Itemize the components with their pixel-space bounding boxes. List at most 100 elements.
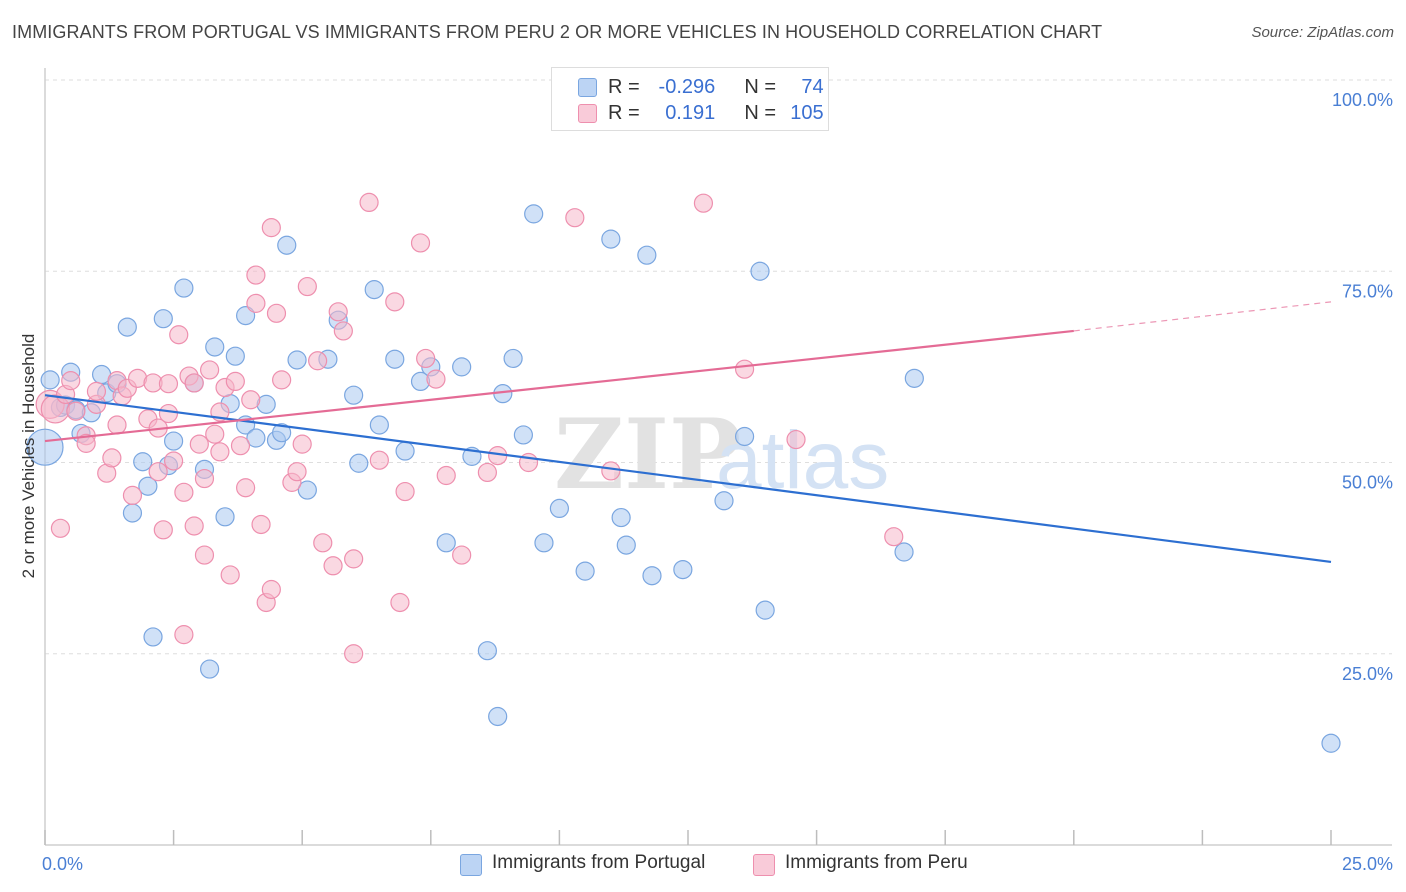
portugal-point <box>436 533 456 553</box>
peru-point <box>313 533 333 553</box>
portugal-point <box>642 566 662 586</box>
portugal-point <box>616 535 636 555</box>
peru-point <box>194 545 215 565</box>
peru-point <box>184 373 204 393</box>
legend-r-label: R = <box>608 76 640 98</box>
portugal-point <box>611 507 631 528</box>
peru-point <box>272 370 292 390</box>
portugal-point <box>200 659 220 679</box>
portugal-point <box>637 245 657 265</box>
portugal-point <box>534 533 554 553</box>
y-tick-label: 25.0% <box>1342 664 1393 684</box>
legend-n-value: 74 <box>801 76 824 98</box>
legend-n-label: N = <box>744 102 777 124</box>
x-tick-label: 25.0% <box>1342 854 1393 874</box>
portugal-point <box>734 426 755 447</box>
peru-point <box>158 403 179 424</box>
portugal-point <box>549 498 570 518</box>
peru-point <box>230 436 251 456</box>
watermark: ZIP atlas <box>554 398 889 511</box>
peru-point <box>734 359 755 379</box>
y-tick-label: 100.0% <box>1332 90 1393 110</box>
y-axis-label: 2 or more Vehicles in Household <box>19 334 38 579</box>
peru-point <box>174 482 194 502</box>
peru-point <box>236 478 256 498</box>
peru-point <box>169 325 189 345</box>
peru-point <box>410 233 431 253</box>
peru-point <box>390 592 410 613</box>
peru-point <box>395 481 415 502</box>
peru-point <box>189 434 209 454</box>
peru-point <box>246 265 266 285</box>
peru-point <box>261 579 281 600</box>
peru-swatch <box>578 104 597 123</box>
legend-label-peru: Immigrants from Peru <box>785 852 968 873</box>
portugal-point <box>205 337 225 357</box>
peru-point <box>292 434 312 454</box>
portugal-point <box>349 453 369 473</box>
peru-point <box>344 549 364 569</box>
chart-title: IMMIGRANTS FROM PORTUGAL VS IMMIGRANTS F… <box>12 22 1103 42</box>
peru-trend-extension <box>1073 301 1332 332</box>
portugal-point <box>395 441 415 461</box>
peru-point <box>61 371 81 391</box>
portugal-point <box>477 641 497 661</box>
peru-point <box>251 514 271 535</box>
portugal-point <box>297 480 317 500</box>
peru-trend-line <box>44 329 1074 443</box>
peru-point <box>220 565 240 585</box>
portugal-swatch <box>578 78 597 97</box>
portugal-point <box>452 357 472 377</box>
peru-point <box>297 276 317 297</box>
portugal-point <box>601 229 621 249</box>
portugal-point <box>714 491 734 511</box>
peru-legend-swatch <box>753 854 775 876</box>
portugal-point <box>344 385 364 405</box>
portugal-point <box>153 309 173 329</box>
portugal-point <box>117 317 137 337</box>
portugal-point <box>164 431 184 451</box>
portugal-point <box>1321 733 1341 753</box>
legend-label-portugal: Immigrants from Portugal <box>492 852 706 873</box>
portugal-point <box>236 306 256 326</box>
peru-point <box>261 218 281 238</box>
portugal-point <box>272 423 292 443</box>
legend-r-label: R = <box>608 102 640 124</box>
legend-r-value: 0.191 <box>665 102 716 124</box>
peru-point <box>148 462 168 482</box>
axis-labels: 100.0% 75.0% 50.0% 25.0% 0.0% 25.0% 2 or more … <box>19 90 1393 874</box>
peru-point <box>210 442 230 462</box>
peru-point <box>153 520 173 540</box>
portugal-point <box>143 627 163 647</box>
peru-point <box>565 208 585 228</box>
portugal-point <box>138 476 158 496</box>
peru-point <box>225 371 245 392</box>
portugal-point <box>385 349 405 369</box>
peru-point <box>86 381 107 401</box>
peru-point <box>164 451 184 471</box>
trend-lines <box>44 301 1332 564</box>
peru-point <box>287 462 307 482</box>
portugal-point <box>673 559 693 580</box>
portugal-legend-swatch <box>460 854 482 876</box>
portugal-point <box>513 425 533 445</box>
portugal-point <box>524 204 544 224</box>
portugal-point <box>488 706 508 727</box>
portugal-point <box>277 235 297 255</box>
portugal-point <box>174 278 194 298</box>
portugal-point <box>369 415 389 435</box>
portugal-point <box>122 503 143 523</box>
peru-point <box>122 485 143 505</box>
portugal-point <box>364 280 384 300</box>
grid-lines <box>45 79 1392 655</box>
peru-point <box>328 302 348 322</box>
series-legend: Immigrants from Portugal Immigrants from… <box>0 852 1406 878</box>
peru-point <box>416 348 436 369</box>
peru-point <box>884 527 904 547</box>
peru-point <box>385 292 405 312</box>
portugal-point <box>575 561 595 581</box>
portugal-point <box>894 542 914 562</box>
portugal-point <box>225 346 245 366</box>
peru-point <box>693 193 714 213</box>
